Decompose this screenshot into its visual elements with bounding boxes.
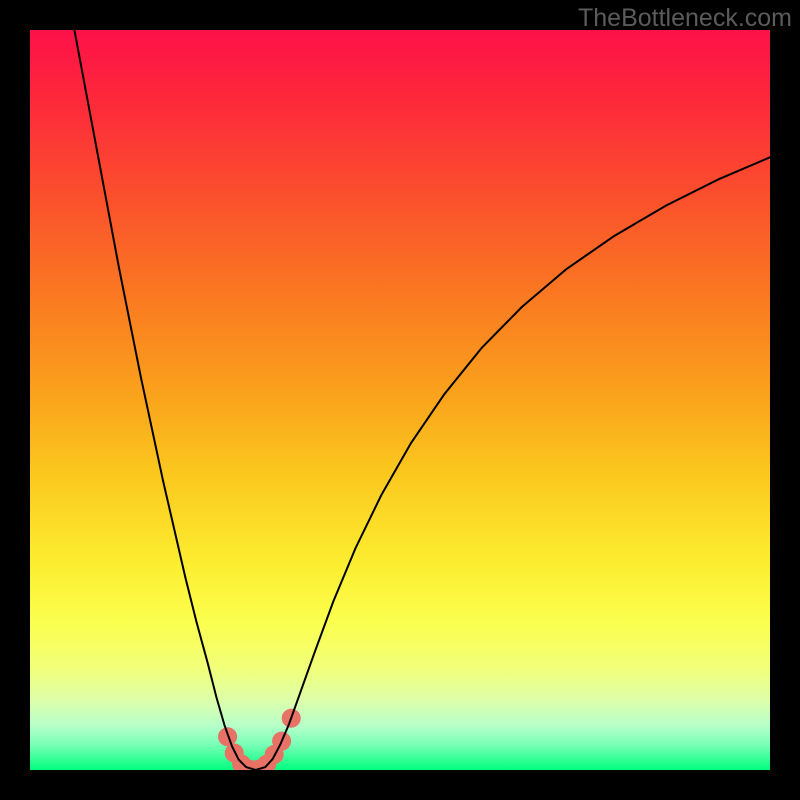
plot-background (30, 30, 770, 770)
bottleneck-chart-svg (0, 0, 800, 800)
watermark-text: TheBottleneck.com (578, 4, 792, 33)
chart-container: TheBottleneck.com (0, 0, 800, 800)
